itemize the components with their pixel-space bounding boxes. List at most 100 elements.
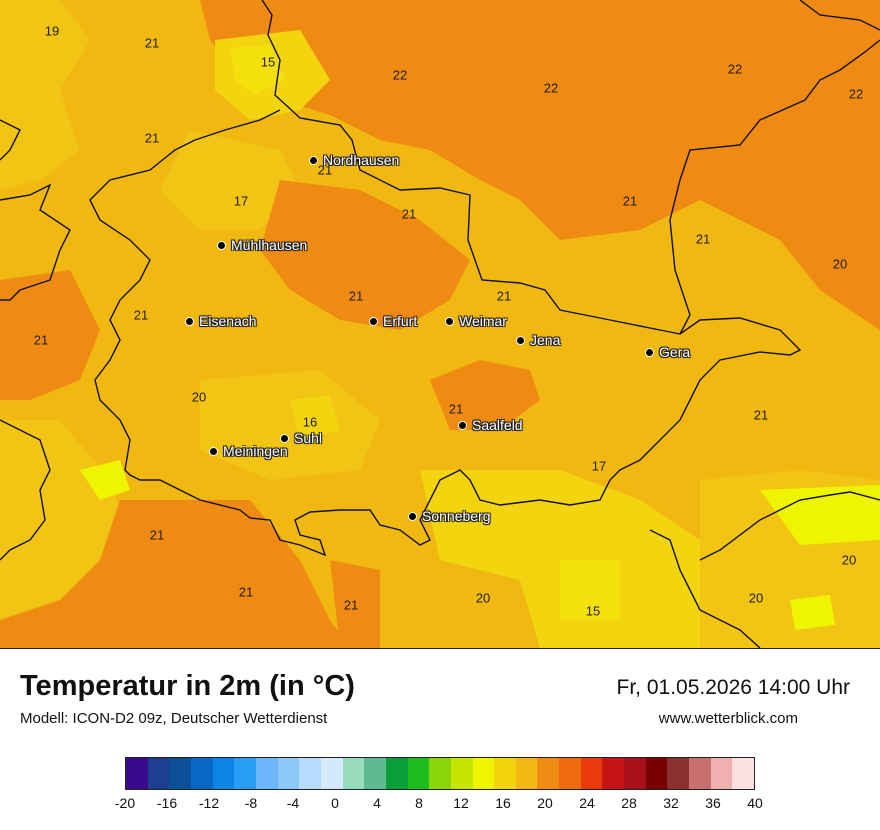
city-label: Nordhausen <box>323 152 400 168</box>
legend-swatch <box>126 758 148 789</box>
temperature-value: 22 <box>392 67 408 83</box>
city-dot-icon <box>185 316 194 326</box>
temperature-value: 20 <box>191 389 207 405</box>
temperature-value: 15 <box>585 603 601 619</box>
legend-swatch <box>299 758 321 789</box>
legend-swatch <box>212 758 235 789</box>
legend-swatch <box>169 758 191 789</box>
temperature-value: 17 <box>233 193 249 209</box>
city-label: Saalfeld <box>472 417 523 433</box>
color-legend <box>125 757 755 790</box>
temperature-value: 22 <box>848 86 864 102</box>
legend-ticks: -20 -16 -12 -8 -4 0 4 8 12 16 20 24 28 32 36 40 <box>0 795 880 815</box>
city-label: Erfurt <box>383 313 418 329</box>
city-label: Gera <box>659 344 691 360</box>
legend-swatch <box>710 758 733 789</box>
city-marker: Nordhausen <box>309 152 399 168</box>
legend-swatch <box>450 758 473 789</box>
temperature-value: 20 <box>832 256 848 272</box>
legend-tick-label: 40 <box>747 795 763 811</box>
temperature-value: 20 <box>841 552 857 568</box>
city-dot-icon <box>280 433 289 443</box>
legend-tick-label: -16 <box>156 795 178 811</box>
city-label: Sonneberg <box>422 508 491 524</box>
temperature-value: 21 <box>343 597 359 613</box>
temperature-value: 21 <box>317 162 333 178</box>
legend-swatch <box>472 758 495 789</box>
temperature-value: 21 <box>448 401 464 417</box>
legend-swatch <box>407 758 430 789</box>
temperature-value: 21 <box>753 407 769 423</box>
legend-swatch <box>385 758 408 789</box>
legend-tick-label: 16 <box>495 795 511 811</box>
legend-swatch <box>320 758 343 789</box>
legend-tick-label: 36 <box>705 795 721 811</box>
city-marker: Meiningen <box>209 443 288 459</box>
forecast-datetime: Fr, 01.05.2026 14:00 Uhr <box>616 676 851 699</box>
temperature-value: 16 <box>302 414 318 430</box>
city-marker: Erfurt <box>369 313 417 329</box>
temperature-field <box>0 0 880 648</box>
website-label: www.wetterblick.com <box>658 710 798 727</box>
legend-tick-label: 0 <box>331 795 339 811</box>
temperature-value: 22 <box>543 80 559 96</box>
legend-swatch <box>277 758 300 789</box>
city-marker: Eisenach <box>185 313 257 329</box>
temperature-value: 21 <box>144 35 160 51</box>
legend-tick-label: 32 <box>663 795 679 811</box>
legend-swatch <box>559 758 581 789</box>
temperature-value: 21 <box>695 231 711 247</box>
temperature-value: 21 <box>33 332 49 348</box>
city-marker: Sonneberg <box>408 508 491 524</box>
city-label: Weimar <box>459 313 507 329</box>
legend-swatch <box>624 758 646 789</box>
temperature-value: 20 <box>475 590 491 606</box>
map-title: Temperatur in 2m (in °C) <box>20 670 355 702</box>
legend-swatch <box>147 758 170 789</box>
city-label: Mühlhausen <box>231 237 308 253</box>
temperature-value: 20 <box>748 590 764 606</box>
temperature-value: 21 <box>133 307 149 323</box>
city-dot-icon <box>209 446 218 456</box>
legend-swatch <box>602 758 625 789</box>
temperature-value: 19 <box>44 23 60 39</box>
legend-swatch <box>667 758 690 789</box>
temperature-value: 17 <box>591 458 607 474</box>
legend-tick-label: 28 <box>621 795 637 811</box>
city-label: Suhl <box>294 430 323 446</box>
temperature-value: 21 <box>144 130 160 146</box>
legend-tick-label: -8 <box>244 795 258 811</box>
temperature-value: 22 <box>727 61 743 77</box>
legend-swatch <box>342 758 365 789</box>
model-info: Modell: ICON-D2 09z, Deutscher Wetterdie… <box>20 710 328 727</box>
city-dot-icon <box>309 155 318 165</box>
city-label: Eisenach <box>199 313 257 329</box>
legend-tick-label: 8 <box>415 795 423 811</box>
city-dot-icon <box>369 316 378 326</box>
city-dot-icon <box>445 316 454 326</box>
legend-tick-label: -12 <box>198 795 220 811</box>
legend-swatch <box>364 758 386 789</box>
legend-swatch <box>429 758 451 789</box>
legend-tick-label: -20 <box>114 795 136 811</box>
city-dot-icon <box>408 511 417 521</box>
legend-swatch <box>689 758 711 789</box>
temperature-value: 21 <box>238 584 254 600</box>
temperature-value: 21 <box>496 288 512 304</box>
temperature-value: 21 <box>149 527 165 543</box>
city-dot-icon <box>458 420 467 430</box>
legend-swatch <box>190 758 213 789</box>
temperature-map: Nordhausen Mühlhausen Eisenach Erfurt Weimar… <box>0 0 880 649</box>
legend-tick-label: 24 <box>579 795 595 811</box>
legend-swatch <box>732 758 755 789</box>
city-marker: Weimar <box>445 313 507 329</box>
temperature-value: 21 <box>348 288 364 304</box>
legend-swatch <box>515 758 538 789</box>
city-label: Jena <box>530 332 561 348</box>
city-label: Meiningen <box>223 443 288 459</box>
legend-swatch <box>494 758 516 789</box>
temperature-value: 21 <box>622 193 638 209</box>
legend-swatch <box>645 758 668 789</box>
city-marker: Jena <box>516 332 560 348</box>
city-marker: Gera <box>645 344 690 360</box>
